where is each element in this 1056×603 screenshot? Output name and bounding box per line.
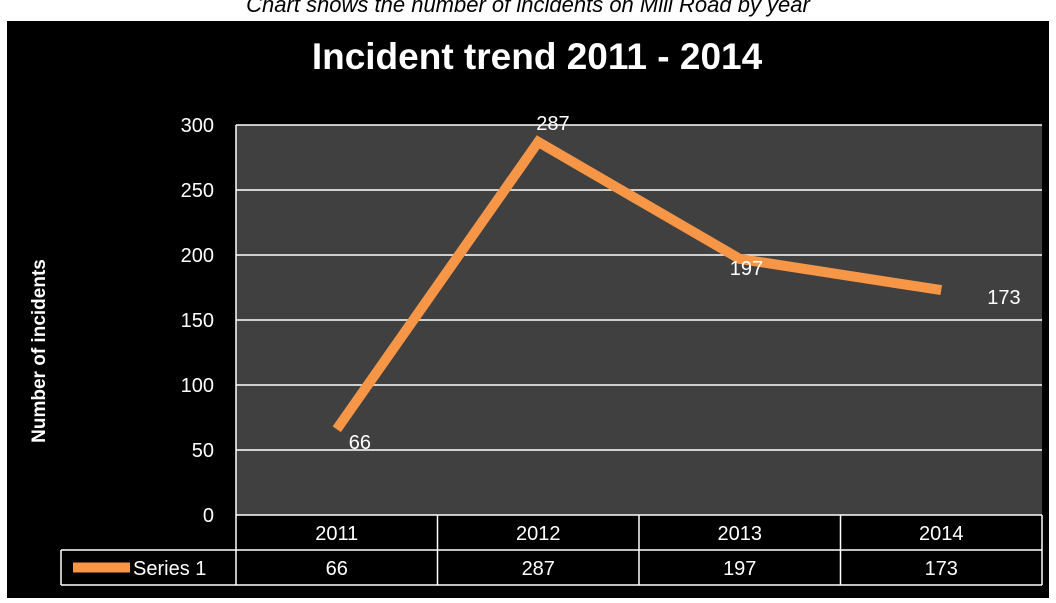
table-value: 197: [723, 558, 756, 580]
chart-area: Incident trend 2011 - 2014 Number of inc…: [7, 21, 1049, 598]
series-line: [332, 135, 943, 433]
chart-caption: Chart shows the number of incidents on M…: [246, 0, 810, 17]
plot-layer: 0 50 100 150 200 250 300 2011 2012 2013 2014 66 287 1…: [60, 113, 1043, 586]
incident-trend-chart: Incident trend 2011 - 2014 Number of inc…: [29, 36, 1043, 586]
legend-key: [73, 562, 130, 573]
y-axis-title: Number of incidents: [29, 259, 50, 443]
x-tick-label: 2011: [315, 523, 358, 545]
y-tick-label: 50: [192, 440, 214, 462]
chart-title: Incident trend 2011 - 2014: [312, 36, 763, 77]
data-label: 287: [536, 113, 569, 135]
x-tick-label: 2014: [919, 523, 964, 545]
y-tick-label: 300: [181, 115, 214, 137]
y-tick-label: 100: [181, 375, 214, 397]
x-tick-label: 2012: [516, 523, 561, 545]
data-label: 66: [349, 432, 371, 454]
data-label: 173: [987, 287, 1020, 309]
y-tick-label: 200: [181, 245, 214, 267]
data-label: 197: [730, 258, 763, 280]
table-value: 173: [925, 558, 958, 580]
table-value: 287: [522, 558, 555, 580]
table-value: 66: [326, 558, 348, 580]
legend-label: Series 1: [133, 558, 206, 580]
x-tick-label: 2013: [718, 523, 763, 545]
y-tick-label: 250: [181, 180, 214, 202]
y-tick-label: 0: [203, 505, 214, 527]
y-tick-label: 150: [181, 310, 214, 332]
